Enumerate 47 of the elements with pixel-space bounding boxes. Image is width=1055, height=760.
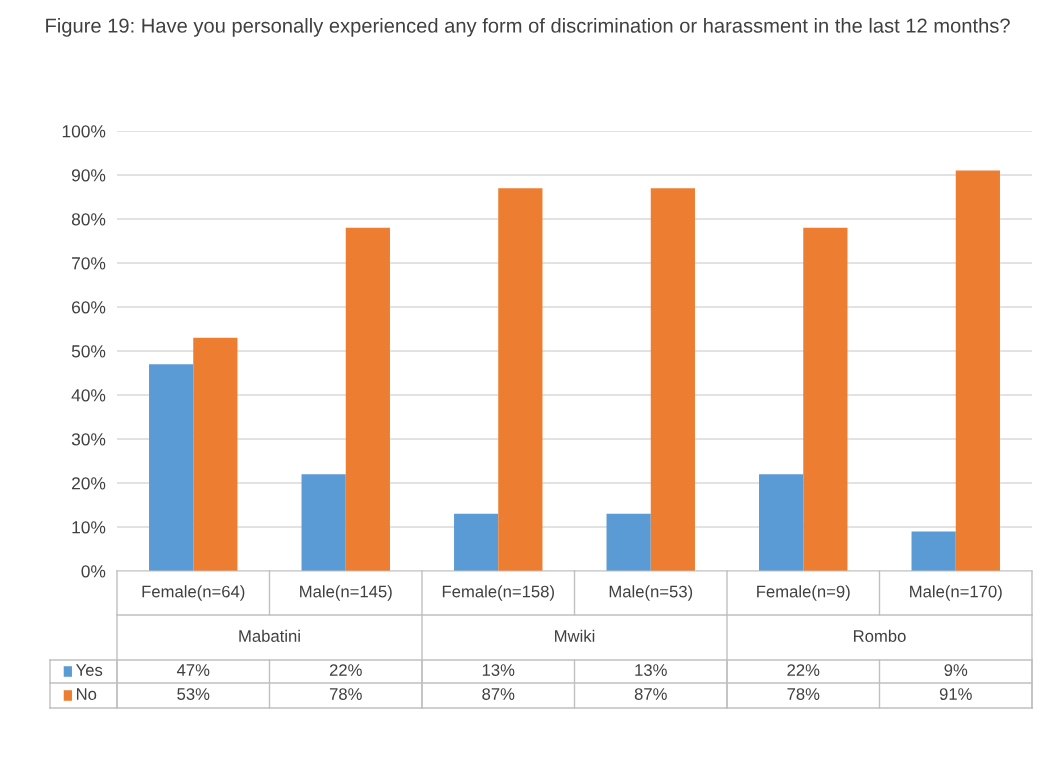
bar xyxy=(759,474,804,571)
bar xyxy=(498,188,543,571)
data-label: 87% xyxy=(482,688,515,700)
y-tick-label: 10% xyxy=(72,521,106,534)
bar xyxy=(454,513,499,571)
y-tick-label: 0% xyxy=(81,565,106,578)
y-tick-label: 50% xyxy=(71,345,106,358)
y-tick-label: 80% xyxy=(71,213,106,226)
x-tick-label: Female(n=9) xyxy=(757,585,850,601)
y-tick-label: 100% xyxy=(62,125,106,138)
data-label: 9% xyxy=(944,664,968,676)
bar xyxy=(803,227,848,571)
data-label: 13% xyxy=(635,664,667,676)
bar xyxy=(650,188,695,571)
x-tick-label: Male(n=145) xyxy=(300,585,392,601)
text: Mabatini xyxy=(239,629,300,642)
y-tick-label: 20% xyxy=(72,477,106,490)
data-label: 22% xyxy=(787,664,820,676)
bar xyxy=(911,531,956,571)
data-label: 22% xyxy=(329,664,362,676)
data-label: 91% xyxy=(939,688,972,700)
x-tick-label: Male(n=170) xyxy=(910,585,1002,601)
bar xyxy=(193,337,238,571)
bar xyxy=(301,474,346,571)
bar xyxy=(955,170,1000,571)
bar xyxy=(345,227,390,571)
bar xyxy=(606,513,651,571)
x-tick-label: Female(n=64) xyxy=(142,585,245,601)
data-label: 13% xyxy=(482,664,515,676)
chart-title: Figure 19: Have you personally experienced any form of discrimination or harassment in the last 12 months? xyxy=(46,18,1010,37)
y-tick-label: 40% xyxy=(71,389,106,402)
legend-label: Yes xyxy=(75,664,103,676)
text: Rombo xyxy=(854,629,906,642)
y-tick-label: 90% xyxy=(71,169,106,182)
x-tick-label: Male(n=53) xyxy=(609,585,693,601)
data-label: 78% xyxy=(329,688,362,700)
data-label: 47% xyxy=(176,664,210,676)
legend-label: No xyxy=(76,688,97,700)
text: Mwiki xyxy=(555,629,595,642)
y-tick-label: 70% xyxy=(72,257,106,270)
data-label: 53% xyxy=(177,688,210,700)
bar xyxy=(149,364,194,571)
y-tick-label: 30% xyxy=(71,433,106,446)
y-tick-label: 60% xyxy=(72,301,106,314)
data-label: 87% xyxy=(634,688,667,700)
data-label: 78% xyxy=(787,688,820,700)
x-tick-label: Female(n=158) xyxy=(442,585,554,601)
